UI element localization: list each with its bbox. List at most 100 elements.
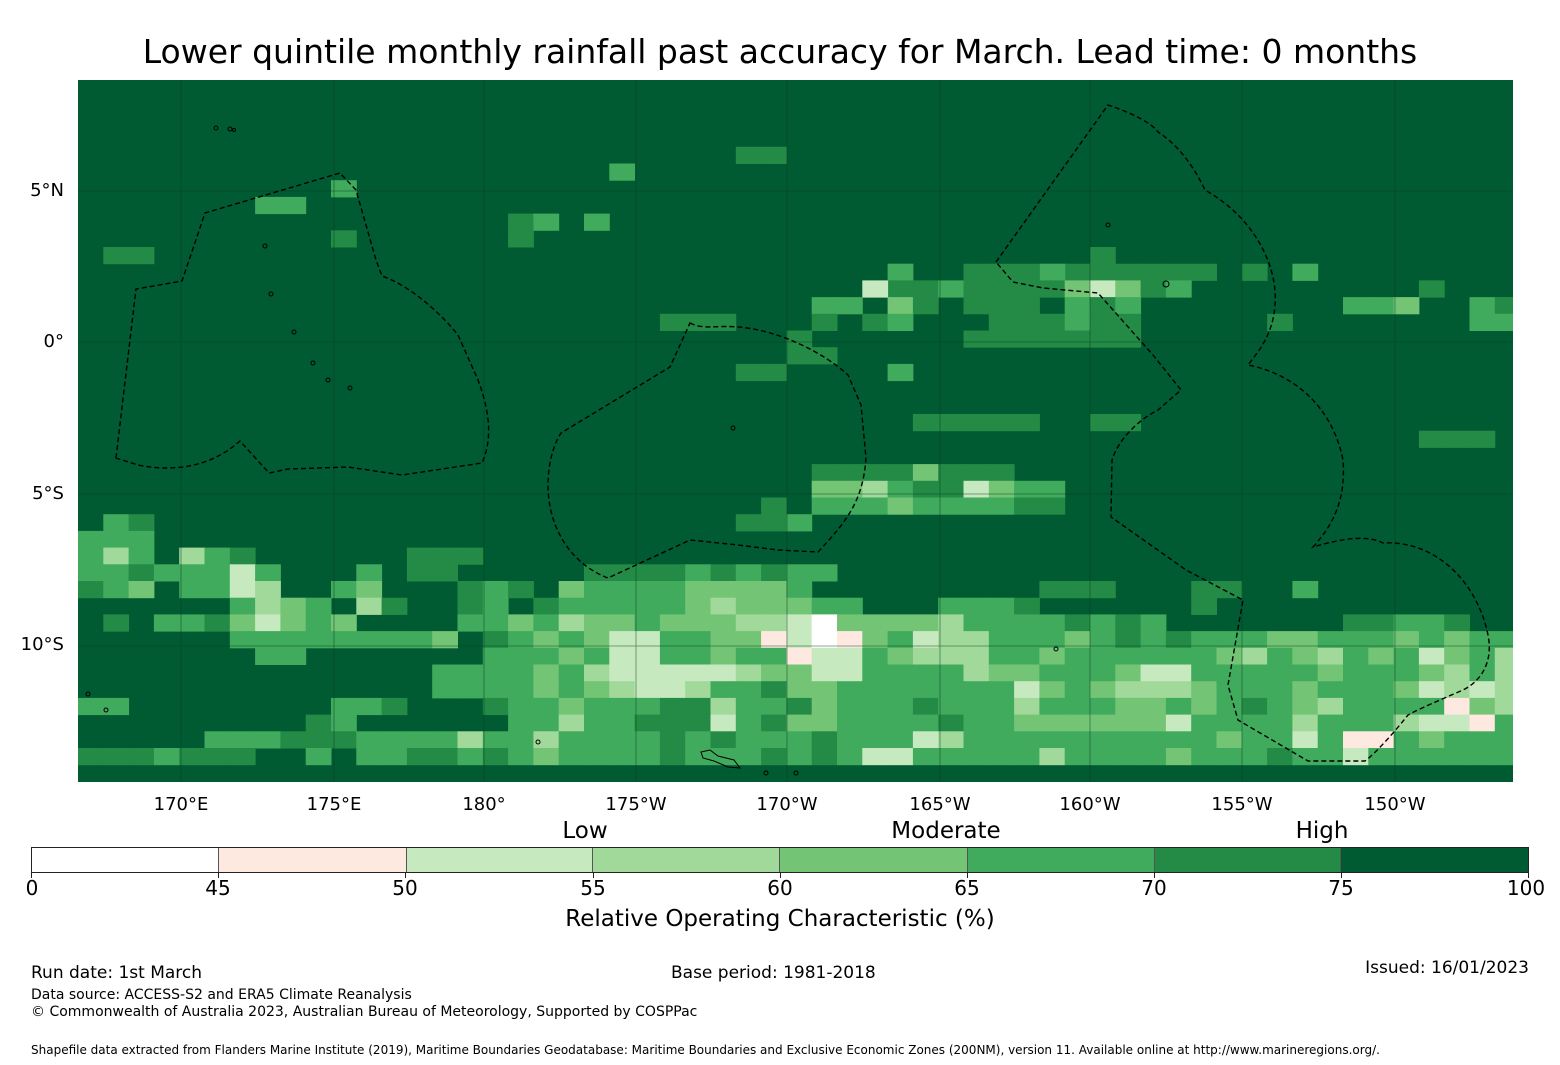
roc-cell [1292, 263, 1319, 281]
roc-cell [1343, 664, 1369, 682]
roc-cell [1418, 647, 1445, 665]
roc-cell [685, 681, 711, 699]
roc-cell [103, 697, 130, 716]
roc-cell [356, 597, 383, 615]
roc-cell [1343, 614, 1369, 632]
roc-cell [811, 597, 838, 615]
roc-cell [609, 631, 636, 649]
roc-cell [862, 497, 889, 515]
colorbar-tick-75 [1341, 873, 1342, 878]
roc-cell [1090, 280, 1116, 298]
roc-cell [1115, 263, 1142, 281]
roc-cell [963, 697, 990, 716]
roc-cell [1241, 631, 1268, 649]
roc-cell [963, 297, 990, 315]
roc-cell [432, 748, 458, 766]
roc-cell [735, 697, 762, 716]
roc-cell [331, 581, 357, 599]
roc-cell [1191, 631, 1217, 649]
roc-cell [710, 614, 737, 632]
roc-cell [255, 196, 281, 215]
roc-cell [786, 597, 813, 615]
roc-cell [1191, 748, 1217, 766]
roc-cell [761, 497, 787, 515]
roc-cell [179, 564, 205, 582]
roc-cell [1039, 581, 1066, 599]
roc-cell [710, 631, 737, 649]
roc-cell [786, 664, 813, 682]
roc-cell [609, 647, 636, 665]
roc-cell [761, 146, 787, 164]
roc-cell [1292, 664, 1319, 682]
lon-label-160w: 160°W [1059, 794, 1121, 815]
roc-cell [558, 664, 585, 682]
roc-cell [533, 664, 560, 682]
roc-cell [584, 614, 610, 632]
roc-cell [255, 647, 281, 665]
roc-cell [887, 297, 914, 315]
roc-cell [862, 614, 889, 632]
roc-cell [862, 647, 889, 665]
roc-cell [482, 647, 509, 665]
roc-cell [837, 731, 863, 749]
roc-cell [482, 581, 509, 599]
roc-cell [912, 697, 939, 716]
roc-cell [685, 748, 711, 766]
roc-cell [1494, 297, 1513, 315]
roc-cell [1039, 313, 1066, 331]
roc-cell [938, 280, 964, 298]
roc-cell [508, 714, 534, 732]
roc-cell [533, 681, 560, 699]
roc-cell [1368, 681, 1395, 699]
roc-cell [558, 631, 585, 649]
roc-cell [786, 347, 813, 365]
roc-cell [229, 614, 256, 632]
roc-cell [1418, 681, 1445, 699]
roc-cell [179, 748, 205, 766]
roc-cell [1469, 748, 1496, 766]
roc-cell [837, 681, 863, 699]
roc-cell [533, 714, 560, 732]
roc-cell [103, 514, 130, 532]
roc-cell [1494, 664, 1513, 682]
roc-cell [887, 363, 914, 382]
roc-cell [761, 564, 787, 582]
roc-cell [735, 564, 762, 582]
roc-cell [1064, 697, 1091, 716]
roc-cell [1267, 714, 1293, 732]
roc-cell [204, 581, 231, 599]
roc-cell [1090, 697, 1116, 716]
roc-cell [1241, 263, 1268, 281]
roc-cell [1014, 263, 1040, 281]
roc-cell [1292, 697, 1319, 716]
roc-cell [508, 614, 534, 632]
roc-cell [1115, 631, 1142, 649]
roc-cell [584, 697, 610, 716]
roc-cell [1090, 664, 1116, 682]
roc-cell [1343, 297, 1369, 315]
roc-cell [963, 480, 990, 498]
roc-cell [128, 564, 155, 582]
roc-cell [1115, 664, 1142, 682]
roc-cell [735, 631, 762, 649]
roc-cell [862, 731, 889, 749]
roc-cell [1039, 664, 1066, 682]
roc-cell [1090, 263, 1116, 281]
roc-cell [1444, 681, 1470, 699]
roc-cell [634, 581, 661, 599]
colorbar-bin-55-60 [593, 848, 780, 872]
roc-cell [786, 681, 813, 699]
roc-cell [381, 697, 408, 716]
roc-cell [558, 714, 585, 732]
roc-cell [685, 731, 711, 749]
roc-cell [1090, 681, 1116, 699]
roc-cell [1317, 647, 1344, 665]
roc-cell [1241, 681, 1268, 699]
roc-cell [1090, 247, 1116, 265]
roc-cell [1267, 697, 1293, 716]
roc-cell [1418, 731, 1445, 749]
roc-cell [1267, 681, 1293, 699]
roc-cell [204, 564, 231, 582]
roc-cell [1216, 714, 1243, 732]
roc-cell [381, 748, 408, 766]
